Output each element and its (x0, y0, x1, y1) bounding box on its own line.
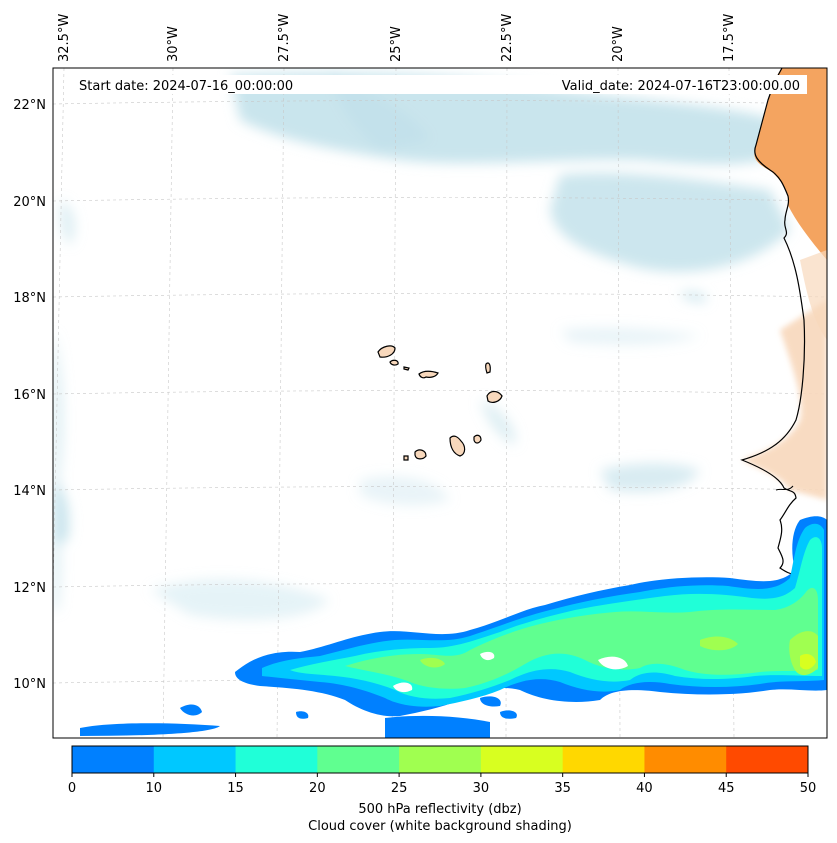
colorbar-label-line1: 500 hPa reflectivity (dbz) (358, 802, 521, 817)
lat-label: 18°N (13, 291, 46, 306)
lat-label: 12°N (13, 581, 46, 596)
island-santo-antao (377, 345, 396, 358)
valid-date-label: Valid_date: 2024-07-16T23:00:00.00 (562, 79, 800, 94)
colorbar-label-line2: Cloud cover (white background shading) (308, 819, 572, 834)
colorbar: 0 10 15 20 25 30 35 40 45 50 500 hPa reflectivity… (68, 745, 816, 834)
colorbar-swatch (153, 746, 237, 773)
colorbar-tick-label: 30 (473, 781, 490, 796)
header-info: Start date: 2024-07-16_00:00:00 Valid_da… (72, 75, 807, 94)
colorbar-tick-label: 15 (227, 781, 244, 796)
island-sao-vicente (389, 359, 399, 366)
colorbar-tick-label: 25 (391, 781, 408, 796)
colorbar-ticks: 0 10 15 20 25 30 35 40 45 50 (68, 773, 816, 796)
colorbar-swatch (72, 746, 155, 773)
lat-label: 10°N (13, 677, 46, 692)
colorbar-swatch (399, 746, 482, 773)
colorbar-swatch (644, 746, 727, 773)
colorbar-tick-label: 20 (309, 781, 326, 796)
colorbar-swatch (317, 746, 400, 773)
lon-label: 27.5°W (277, 14, 292, 62)
cloud-cover-layer (53, 70, 790, 620)
header-info-background (72, 75, 807, 94)
colorbar-swatches (72, 746, 809, 773)
island-maio (473, 434, 482, 444)
lat-label: 22°N (13, 98, 46, 113)
lat-label: 16°N (13, 388, 46, 403)
island-fogo (414, 449, 427, 460)
lon-label: 25°W (389, 26, 404, 62)
lon-label: 22.5°W (500, 14, 515, 62)
lon-label: 30°W (166, 26, 181, 62)
lon-label: 17.5°W (722, 14, 737, 62)
reflectivity-layer (80, 516, 827, 738)
latitude-labels: 22°N 20°N 18°N 16°N 14°N 12°N 10°N (13, 98, 46, 692)
start-date-label: Start date: 2024-07-16_00:00:00 (79, 79, 293, 94)
cape-verde-islands (377, 345, 503, 461)
longitude-labels: 32.5°W 30°W 27.5°W 25°W 22.5°W 20°W 17.5… (57, 14, 737, 62)
colorbar-swatch (562, 746, 645, 773)
island-sao-nicolau (418, 370, 439, 379)
colorbar-tick-label: 35 (554, 781, 571, 796)
africa-land (740, 68, 827, 576)
coastline (740, 68, 806, 576)
colorbar-tick-label: 50 (800, 781, 817, 796)
reflectivity-band-30-35 (800, 654, 816, 670)
island-sal (484, 362, 491, 374)
lon-label: 32.5°W (57, 14, 72, 62)
lat-label: 14°N (13, 484, 46, 499)
colorbar-tick-label: 45 (718, 781, 735, 796)
map-border (52, 67, 828, 739)
colorbar-swatch (235, 746, 318, 773)
colorbar-swatch (480, 746, 564, 773)
island-santa-luzia (403, 366, 410, 371)
lon-label: 20°W (611, 26, 626, 62)
gambia-river-shoreline (775, 485, 794, 491)
island-brava (403, 455, 409, 461)
colorbar-swatch (726, 746, 809, 773)
lat-label: 20°N (13, 195, 46, 210)
reflectivity-band-20-25 (345, 587, 818, 689)
colorbar-tick-label: 10 (146, 781, 163, 796)
colorbar-border (71, 745, 809, 774)
island-santiago (449, 435, 466, 457)
colorbar-tick-label: 40 (636, 781, 653, 796)
island-boa-vista (486, 390, 503, 403)
colorbar-tick-label: 0 (68, 781, 76, 796)
